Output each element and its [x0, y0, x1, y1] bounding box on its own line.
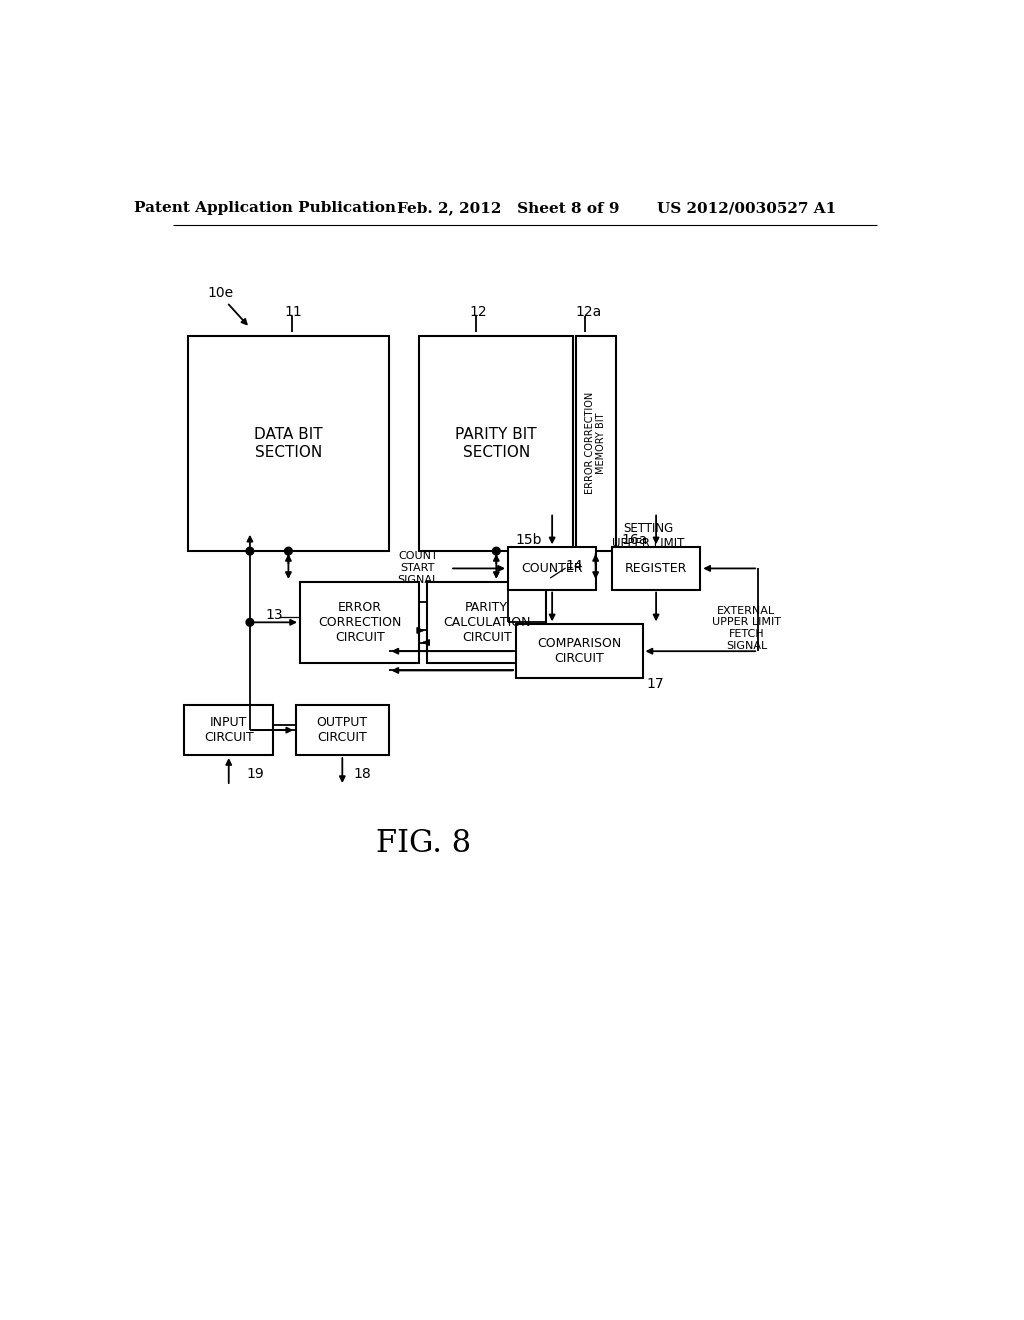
Text: 14: 14 — [565, 560, 584, 573]
Text: ERROR CORRECTION
MEMORY BIT: ERROR CORRECTION MEMORY BIT — [585, 392, 606, 495]
Text: ERROR
CORRECTION
CIRCUIT: ERROR CORRECTION CIRCUIT — [317, 601, 401, 644]
Text: 15b: 15b — [515, 532, 542, 546]
Text: US 2012/0030527 A1: US 2012/0030527 A1 — [657, 202, 837, 215]
Text: 17: 17 — [646, 677, 665, 690]
Text: 13: 13 — [265, 609, 283, 622]
Text: 10e: 10e — [208, 286, 233, 300]
Text: 12: 12 — [469, 305, 487, 319]
Text: PARITY BIT
SECTION: PARITY BIT SECTION — [456, 428, 538, 459]
Bar — [300, 582, 419, 663]
Bar — [296, 705, 388, 755]
Text: 12a: 12a — [575, 305, 602, 319]
Bar — [419, 335, 573, 552]
Bar — [188, 335, 388, 552]
Text: COUNT
START
SIGNAL: COUNT START SIGNAL — [397, 552, 438, 585]
Circle shape — [246, 548, 254, 554]
Text: Feb. 2, 2012   Sheet 8 of 9: Feb. 2, 2012 Sheet 8 of 9 — [396, 202, 620, 215]
Text: EXTERNAL
UPPER LIMIT
FETCH
SIGNAL: EXTERNAL UPPER LIMIT FETCH SIGNAL — [712, 606, 781, 651]
Text: 19: 19 — [246, 767, 264, 781]
Bar — [575, 335, 615, 552]
Text: INPUT
CIRCUIT: INPUT CIRCUIT — [204, 717, 254, 744]
Text: FIG. 8: FIG. 8 — [376, 828, 471, 859]
Text: 11: 11 — [285, 305, 302, 319]
Text: Patent Application Publication: Patent Application Publication — [134, 202, 396, 215]
Bar — [184, 705, 273, 755]
Text: SETTING
UPPER LIMIT: SETTING UPPER LIMIT — [611, 521, 684, 549]
Text: DATA BIT
SECTION: DATA BIT SECTION — [254, 428, 323, 459]
Bar — [427, 582, 547, 663]
Bar — [515, 624, 643, 678]
Circle shape — [285, 548, 292, 554]
Text: OUTPUT
CIRCUIT: OUTPUT CIRCUIT — [316, 717, 368, 744]
Text: PARITY
CALCULATION
CIRCUIT: PARITY CALCULATION CIRCUIT — [443, 601, 530, 644]
Bar — [611, 548, 700, 590]
Text: REGISTER: REGISTER — [625, 562, 687, 576]
Circle shape — [493, 548, 500, 554]
Text: 16a: 16a — [622, 532, 648, 546]
Text: COUNTER: COUNTER — [521, 562, 583, 576]
Text: COMPARISON
CIRCUIT: COMPARISON CIRCUIT — [537, 638, 622, 665]
Text: 18: 18 — [354, 767, 372, 781]
Circle shape — [246, 619, 254, 626]
Bar — [508, 548, 596, 590]
